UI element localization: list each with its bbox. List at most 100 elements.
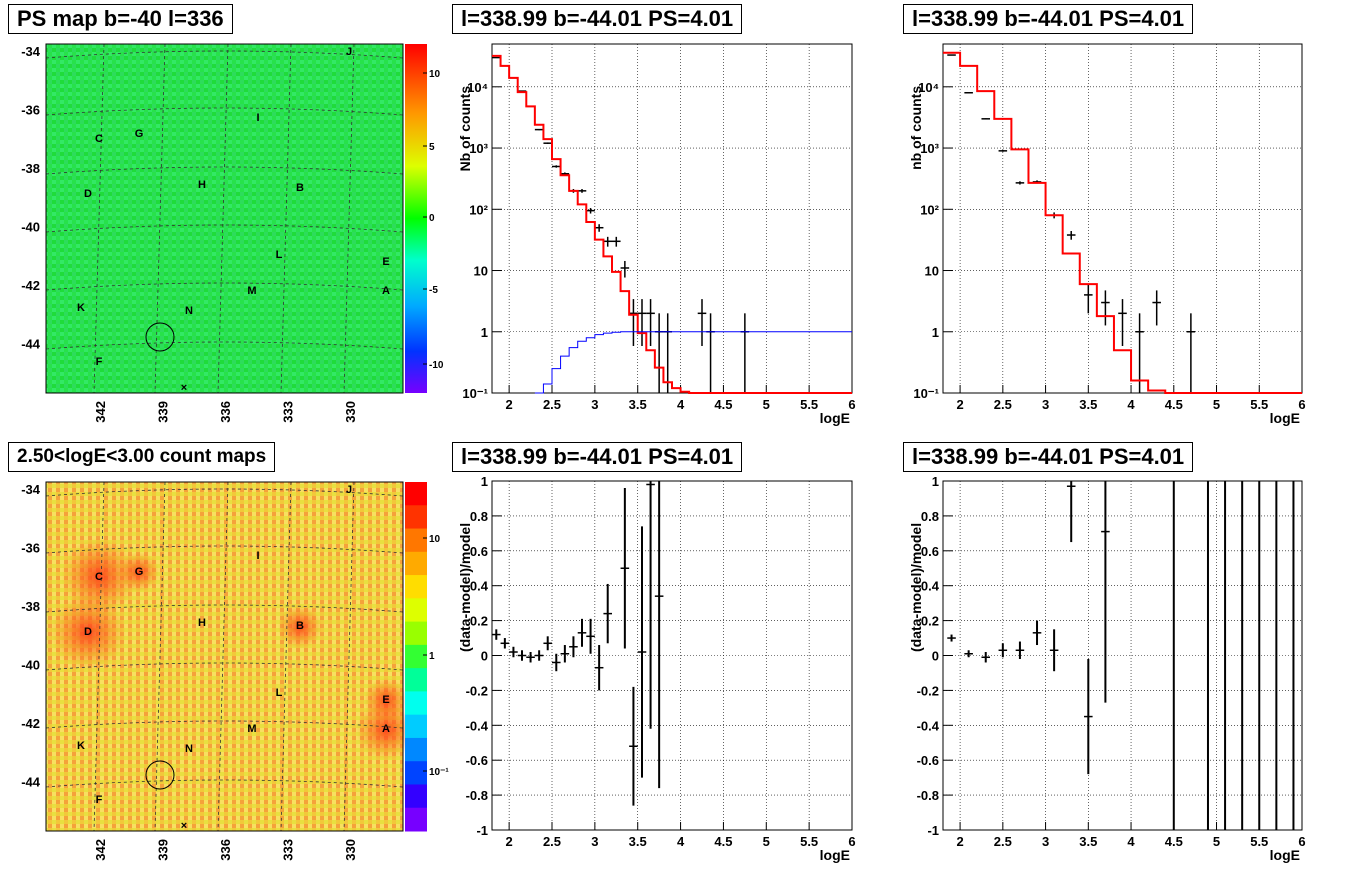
y-tick-label: 10² <box>920 202 939 217</box>
map-frame <box>45 481 404 832</box>
map-y-tick-label: -44 <box>21 775 41 790</box>
source-label: I <box>256 112 259 124</box>
x-tick-label: 3.5 <box>1079 834 1097 849</box>
x-tick-label: 2.5 <box>994 834 1012 849</box>
source-label: F <box>96 356 103 368</box>
colorbar-step <box>405 644 427 669</box>
map-y-tick-label: -38 <box>21 599 40 614</box>
map-grid-line <box>217 481 229 832</box>
source-label: N <box>185 305 193 317</box>
y-axis-label: (data-model)/model <box>457 523 473 652</box>
y-axis-label: Nb of counts <box>457 86 473 172</box>
plot-frame <box>491 43 853 394</box>
map-grid-line <box>343 43 355 394</box>
source-label: M <box>247 723 256 735</box>
x-tick-label: 4.5 <box>714 397 732 412</box>
y-tick-label: 0 <box>932 649 939 664</box>
y-tick-label: 10 <box>474 264 488 279</box>
x-tick-label: 3 <box>591 834 598 849</box>
x-tick-label: 3.5 <box>629 834 647 849</box>
colorbar-step <box>405 598 427 623</box>
x-tick-label: 4 <box>677 397 685 412</box>
x-tick-label: 3 <box>1042 834 1049 849</box>
x-tick-label: 5.5 <box>1250 397 1268 412</box>
map-grid-line <box>217 43 229 394</box>
map-y-tick-label: -42 <box>21 716 40 731</box>
y-tick-label: 0.6 <box>921 544 939 559</box>
x-tick-label: 2.5 <box>994 397 1012 412</box>
count-map-panel: -34 -36 -38 -40 -42 -44 342 339 336 333 330 J I C G H B D… <box>21 481 449 861</box>
cross-marker: × <box>181 382 187 394</box>
map-y-tick-label: -36 <box>21 541 40 556</box>
y-tick-label: 0.8 <box>921 509 939 524</box>
colorbar-step <box>405 551 427 576</box>
colorbar-step <box>405 737 427 762</box>
map-y-tick-label: -44 <box>21 337 41 352</box>
x-axis-label: logE <box>820 410 850 426</box>
y-tick-label: 10² <box>469 202 488 217</box>
source-label: L <box>276 687 283 699</box>
y-tick-label: 10³ <box>920 141 939 156</box>
colorbar-step <box>405 691 427 716</box>
hot-spot <box>364 678 408 722</box>
hot-spot <box>50 594 126 670</box>
source-label: E <box>382 256 389 268</box>
map-x-tick-label: 333 <box>281 401 296 423</box>
x-tick-label: 4.5 <box>1165 397 1183 412</box>
res1-title: l=338.99 b=-44.01 PS=4.01 <box>452 442 743 472</box>
y-tick-label: 0.4 <box>470 579 489 594</box>
x-tick-label: 2 <box>956 397 963 412</box>
y-tick-label: 10⁴ <box>467 80 488 95</box>
colorbar-step <box>405 784 427 809</box>
colorbar-tick-label: 1 <box>429 651 435 662</box>
y-tick-label: -0.8 <box>917 788 939 803</box>
map-grid-line <box>93 43 105 394</box>
source-label: G <box>135 128 144 140</box>
x-tick-label: 4.5 <box>1165 834 1183 849</box>
x-tick-label: 3 <box>1042 397 1049 412</box>
colorbar-tick-label: 0 <box>429 213 435 224</box>
x-tick-label: 3 <box>591 397 598 412</box>
source-label: E <box>382 694 389 706</box>
x-tick-label: 5 <box>1213 834 1220 849</box>
model-step-line <box>534 331 852 394</box>
y-tick-label: -0.6 <box>466 753 488 768</box>
colorbar-step <box>405 505 427 530</box>
map-grid-line <box>154 481 166 832</box>
colorbar-step <box>405 761 427 785</box>
hot-spot <box>119 552 159 592</box>
source-label: A <box>382 723 390 735</box>
map-y-tick-label: -38 <box>21 161 40 176</box>
x-tick-label: 5.5 <box>1250 834 1268 849</box>
hot-spot <box>278 605 322 649</box>
y-tick-label: 0 <box>481 649 488 664</box>
colorbar-step <box>405 714 427 739</box>
map-x-tick-label: 342 <box>93 839 108 861</box>
source-label: J <box>346 484 352 496</box>
y-tick-label: 1 <box>932 325 939 340</box>
model-step-line <box>492 54 852 394</box>
y-tick-label: -0.2 <box>466 683 488 698</box>
y-tick-label: 0.2 <box>470 614 488 629</box>
map-grid-line <box>154 43 166 394</box>
colorbar-step <box>405 668 427 692</box>
map-frame <box>45 43 404 394</box>
map-x-tick-label: 333 <box>281 839 296 861</box>
y-tick-label: -0.8 <box>466 788 488 803</box>
colorbar-step <box>405 575 427 599</box>
x-tick-label: 5 <box>1213 397 1220 412</box>
y-tick-label: 10⁴ <box>918 80 939 95</box>
y-tick-label: 10³ <box>469 141 488 156</box>
colorbar-step <box>405 807 427 832</box>
y-axis-label: nb of counts <box>908 86 924 170</box>
y-tick-label: 0.2 <box>921 614 939 629</box>
y-tick-label: 10⁻¹ <box>913 386 939 401</box>
y-tick-label: 10 <box>925 264 939 279</box>
x-tick-label: 5.5 <box>800 834 818 849</box>
x-axis-label: logE <box>1270 847 1300 863</box>
colorbar <box>405 44 427 393</box>
x-axis-label: logE <box>1270 410 1300 426</box>
spec1-title: l=338.99 b=-44.01 PS=4.01 <box>452 4 743 34</box>
source-label: N <box>185 743 193 755</box>
